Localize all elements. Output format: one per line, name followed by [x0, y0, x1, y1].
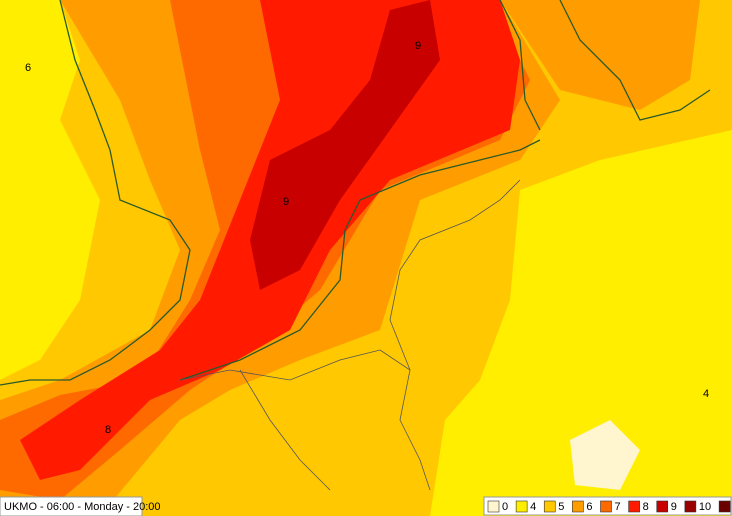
map-label: 4: [703, 388, 709, 400]
map-label: 9: [283, 196, 289, 208]
zone-6: [500, 0, 700, 110]
coastline: [0, 0, 191, 386]
zone-4: [0, 0, 100, 380]
legend-swatch: [600, 500, 612, 513]
legend-label: 0: [502, 501, 508, 513]
footer-text: UKMO - 06:00 - Monday - 20:00: [4, 501, 161, 513]
legend-swatch: [628, 500, 640, 513]
map-label: 9: [415, 40, 421, 52]
border: [179, 349, 431, 491]
legend-swatch: [572, 500, 584, 513]
legend-label: 10: [699, 501, 711, 513]
coastline: [179, 139, 541, 381]
legend-swatch: [543, 500, 556, 513]
map-label: 8: [105, 424, 111, 436]
legend-label: 7: [615, 501, 621, 513]
legend-label: 9: [671, 501, 677, 513]
zone-0: [570, 420, 640, 490]
border: [389, 179, 521, 371]
map-label: 6: [25, 62, 31, 74]
legend-swatch: [684, 500, 697, 513]
legend-swatch: [656, 500, 669, 513]
legend-label: 6: [586, 501, 592, 513]
legend-label: 8: [643, 501, 649, 513]
legend-swatch: [718, 500, 731, 513]
legend-label: 5: [558, 501, 564, 513]
footer-box: [0, 496, 143, 516]
border: [239, 369, 331, 491]
legend: 04567891011: [487, 500, 731, 513]
zone-4: [430, 130, 732, 516]
coastline: [499, 0, 541, 131]
legend-swatch: [515, 500, 528, 513]
zone-9: [250, 0, 440, 290]
coastline: [559, 0, 711, 121]
legend-label: 4: [530, 501, 536, 513]
legend-swatch: [487, 500, 500, 513]
